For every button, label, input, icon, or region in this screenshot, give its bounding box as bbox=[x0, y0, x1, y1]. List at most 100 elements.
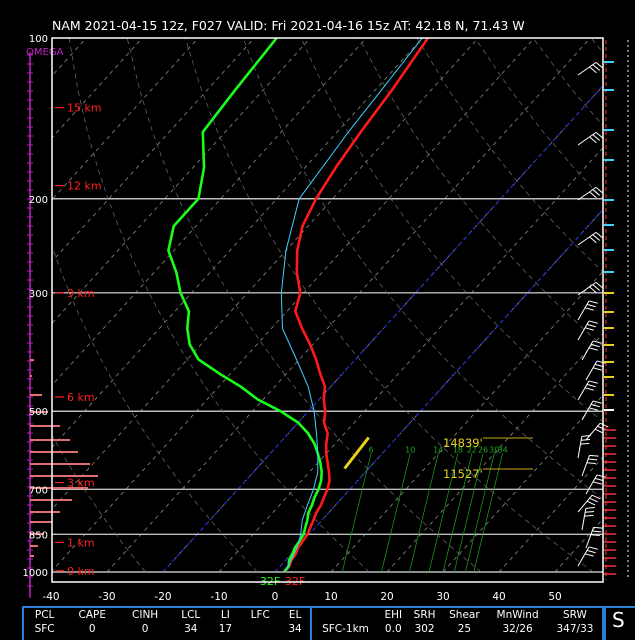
wind-barb-flag bbox=[586, 383, 596, 388]
shear-cell: 32/26 bbox=[502, 623, 533, 635]
isotherm-line bbox=[52, 38, 367, 386]
grid-layer bbox=[52, 38, 603, 573]
wind-barb bbox=[577, 380, 598, 401]
wind-barb bbox=[581, 507, 595, 531]
dry-adiabat bbox=[52, 434, 146, 573]
height-label: 9 km bbox=[67, 287, 95, 300]
wind-barb-staff bbox=[581, 400, 594, 421]
wind-barb-flag bbox=[581, 435, 591, 437]
parcel-header-cell: LCL bbox=[181, 609, 201, 621]
isotherm-line bbox=[52, 38, 143, 139]
omega-bars bbox=[27, 52, 98, 598]
wind-barb-flag bbox=[588, 407, 598, 411]
wind-barb-staff bbox=[577, 546, 590, 567]
dry-adiabat bbox=[68, 38, 370, 573]
wind-barb-flag bbox=[595, 61, 604, 69]
wind-barb-flag bbox=[585, 510, 595, 513]
wind-barb bbox=[577, 320, 598, 341]
height-label: 6 km bbox=[67, 391, 95, 404]
mixing-ratio-label: 14 bbox=[433, 446, 443, 455]
wind-barb-flag bbox=[588, 380, 598, 384]
hail-height-label: 11527' bbox=[443, 467, 483, 481]
isotherm-line bbox=[442, 394, 603, 573]
saturated-layer-highlight bbox=[343, 436, 370, 470]
wind-barb-flag bbox=[586, 462, 596, 465]
wind-barb-flag bbox=[591, 494, 601, 500]
mixing-ratio-line bbox=[465, 453, 495, 573]
dry-adiabats bbox=[52, 38, 603, 573]
wind-barb-flag bbox=[592, 234, 600, 241]
dry-adiabat bbox=[358, 38, 603, 347]
temperature-tick-label: -40 bbox=[42, 591, 59, 603]
wind-barb-flag bbox=[584, 307, 594, 311]
chart-title: NAM 2021-04-15 12z, F027 VALID: Fri 2021… bbox=[52, 18, 525, 33]
wind-barb-staff bbox=[585, 474, 598, 495]
dry-adiabat bbox=[474, 38, 603, 200]
shear-header-cell: SRW bbox=[563, 609, 587, 621]
pressure-tick-label: 200 bbox=[29, 195, 48, 206]
wind-barb-flag bbox=[589, 497, 598, 503]
wind-barb-staff bbox=[577, 320, 590, 341]
right-strip bbox=[604, 40, 629, 580]
wind-barb-flag bbox=[581, 438, 591, 441]
wind-barb-flag bbox=[588, 546, 598, 550]
wind-barb-flag bbox=[595, 281, 604, 289]
wind-barb-staff bbox=[581, 455, 590, 477]
mixing-ratio-label: 10 bbox=[405, 446, 415, 455]
temperature-tick-label: -10 bbox=[210, 591, 227, 603]
mixing-ratio-line bbox=[453, 453, 484, 573]
wind-barb-staff bbox=[577, 436, 583, 459]
wetbulb-profile bbox=[280, 38, 423, 573]
shear-header-cell: Shear bbox=[449, 609, 480, 621]
wind-barb-flag bbox=[599, 422, 609, 428]
dewpoint-profile bbox=[167, 38, 323, 573]
height-label: 15 km bbox=[67, 102, 102, 115]
mixing-ratio-line bbox=[341, 453, 372, 573]
temperature-tick-label: -30 bbox=[98, 591, 115, 603]
parcel-cell: 34 bbox=[288, 623, 302, 635]
isotherm-line bbox=[162, 85, 603, 573]
parcel-cell: 34 bbox=[184, 623, 198, 635]
wind-barb-flag bbox=[595, 231, 604, 239]
isotherm-line bbox=[218, 147, 603, 573]
isotherm-line bbox=[52, 38, 311, 324]
shear-table-body: SFC-1km 0.0 302 25 32/26 347/33 bbox=[312, 622, 602, 636]
pressure-tick-label: 100 bbox=[29, 34, 48, 45]
wind-barbs bbox=[577, 61, 609, 567]
dry-adiabat bbox=[52, 245, 258, 573]
mixing-ratio-label: 6 bbox=[368, 446, 373, 455]
wind-barb-flag bbox=[590, 534, 600, 537]
parcel-cell: SFC bbox=[34, 623, 55, 635]
temperature-tick-label: 30 bbox=[436, 591, 449, 603]
temperature-tick-label: 0 bbox=[272, 591, 279, 603]
height-label: 3 km bbox=[67, 477, 95, 490]
wind-barb-flag bbox=[586, 323, 596, 328]
wind-barb-flag bbox=[588, 300, 598, 304]
wind-barb bbox=[585, 422, 609, 441]
dry-adiabat bbox=[532, 38, 603, 127]
wind-barb-flag bbox=[592, 481, 602, 485]
wind-barb-flag bbox=[592, 367, 602, 371]
wind-barb bbox=[577, 61, 604, 76]
shear-parameter-table: EHI SRH Shear MnWind SRW SFC-1km 0.0 302 25 32/2… bbox=[312, 606, 604, 640]
wind-barb-flag bbox=[584, 514, 594, 517]
wind-barb-flag bbox=[592, 284, 600, 291]
wind-barb-flag bbox=[593, 526, 603, 529]
wind-barb-staff bbox=[581, 508, 587, 531]
wind-barb-flag bbox=[584, 553, 594, 557]
mixing-ratio-label: 18 bbox=[453, 446, 463, 455]
parcel-cell: 0 bbox=[88, 623, 96, 635]
pressure-tick-label: 500 bbox=[29, 407, 48, 418]
omega-label: OMEGA bbox=[26, 47, 64, 58]
wind-barb-flag bbox=[588, 458, 598, 461]
wind-barb-flag bbox=[588, 320, 598, 324]
shear-cell: 25 bbox=[457, 623, 472, 635]
isotherm-line bbox=[386, 332, 603, 573]
wind-barb-flag bbox=[586, 500, 596, 506]
wind-barb bbox=[581, 454, 599, 477]
wind-barb-flag bbox=[584, 387, 594, 391]
wind-barb bbox=[585, 526, 603, 549]
wind-barb-flag bbox=[589, 286, 597, 294]
